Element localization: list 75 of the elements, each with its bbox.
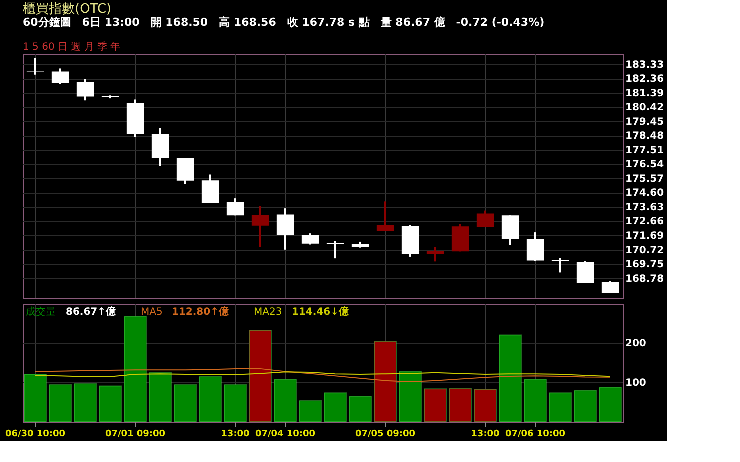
bar xyxy=(549,392,572,422)
bar xyxy=(74,383,97,422)
bar xyxy=(149,372,172,422)
candlestick xyxy=(52,68,70,86)
text: MA23 xyxy=(254,307,282,318)
candlestick xyxy=(502,214,520,246)
bar xyxy=(474,389,497,422)
candlestick xyxy=(302,232,320,246)
y-tick-label: 172.66 xyxy=(626,216,664,228)
chart-subtitle: 60分鐘圖 6日 13:00 開 168.50 高 168.56 收 167.78 s 點 量 86.67 億 -0.72 (-0.43%) xyxy=(23,16,545,29)
candlestick xyxy=(26,57,44,76)
annotation: 112.80↑億 xyxy=(172,306,230,318)
y-tick-label: 173.63 xyxy=(626,202,664,214)
x-tick-label: 13:00 xyxy=(471,430,500,440)
x-tick-label: 06/30 10:00 xyxy=(5,430,66,440)
y-tick-label: 174.60 xyxy=(626,188,664,200)
candlestick xyxy=(526,232,544,262)
bar xyxy=(249,330,272,422)
candlestick xyxy=(252,205,270,248)
y-tick-label: 175.57 xyxy=(626,174,664,185)
annotation: 86.67↑億 xyxy=(66,306,118,318)
y-tick-label: 179.45 xyxy=(626,116,664,128)
bar xyxy=(499,334,522,422)
bar xyxy=(49,384,72,422)
y-tick-label: 168.78 xyxy=(626,274,664,285)
candlestick xyxy=(576,260,594,284)
y-tick-label: 200 xyxy=(626,338,646,350)
candlestick xyxy=(276,208,294,251)
text: MA5 xyxy=(141,307,163,318)
y-tick-label: 176.54 xyxy=(626,160,664,171)
bar xyxy=(574,390,597,422)
candlestick xyxy=(426,246,444,263)
bar xyxy=(174,384,197,422)
bar xyxy=(449,388,472,422)
bar xyxy=(24,374,47,422)
y-tick-label: 183.33 xyxy=(626,60,664,71)
bar xyxy=(199,376,222,422)
candlestick xyxy=(176,157,194,186)
x-tick-label: 07/01 09:00 xyxy=(105,430,166,440)
text: 1 5 60 日 週 月 季 年 xyxy=(23,41,121,53)
bar xyxy=(224,384,247,422)
bar xyxy=(399,371,422,422)
y-tick-label: 177.51 xyxy=(626,145,664,156)
bar xyxy=(99,386,122,422)
bar xyxy=(299,400,322,422)
chart-title: 櫃買指數(OTC) xyxy=(23,2,112,17)
x-tick-label: 13:00 xyxy=(221,430,250,440)
candlestick xyxy=(202,174,220,204)
y-tick-label: 182.36 xyxy=(626,74,664,86)
x-tick-label: 07/04 10:00 xyxy=(255,430,316,440)
y-tick-label: 178.48 xyxy=(626,131,664,142)
x-tick-label: 07/06 10:00 xyxy=(505,430,566,440)
bar xyxy=(599,387,622,422)
candlestick xyxy=(226,198,244,217)
y-tick-label: 171.69 xyxy=(626,230,664,242)
x-tick-label: 07/05 09:00 xyxy=(355,430,416,440)
bar xyxy=(374,341,397,422)
annotation: 114.46↓億 xyxy=(292,306,350,318)
bar xyxy=(324,392,347,422)
y-tick-label: 170.72 xyxy=(626,245,664,256)
bar xyxy=(274,379,297,422)
y-tick-label: 100 xyxy=(626,378,646,389)
candlestick xyxy=(476,210,494,228)
line-series xyxy=(35,368,611,383)
bar xyxy=(349,396,372,422)
y-tick-label: 169.75 xyxy=(626,260,664,271)
candlestick xyxy=(376,200,394,232)
text: 成交量 xyxy=(26,306,56,318)
bar xyxy=(524,379,547,422)
candlestick xyxy=(76,78,94,102)
y-tick-label: 180.42 xyxy=(626,102,664,114)
bar xyxy=(424,388,447,422)
bar xyxy=(124,316,147,422)
candlestick xyxy=(552,256,570,274)
y-tick-label: 181.39 xyxy=(626,88,664,100)
